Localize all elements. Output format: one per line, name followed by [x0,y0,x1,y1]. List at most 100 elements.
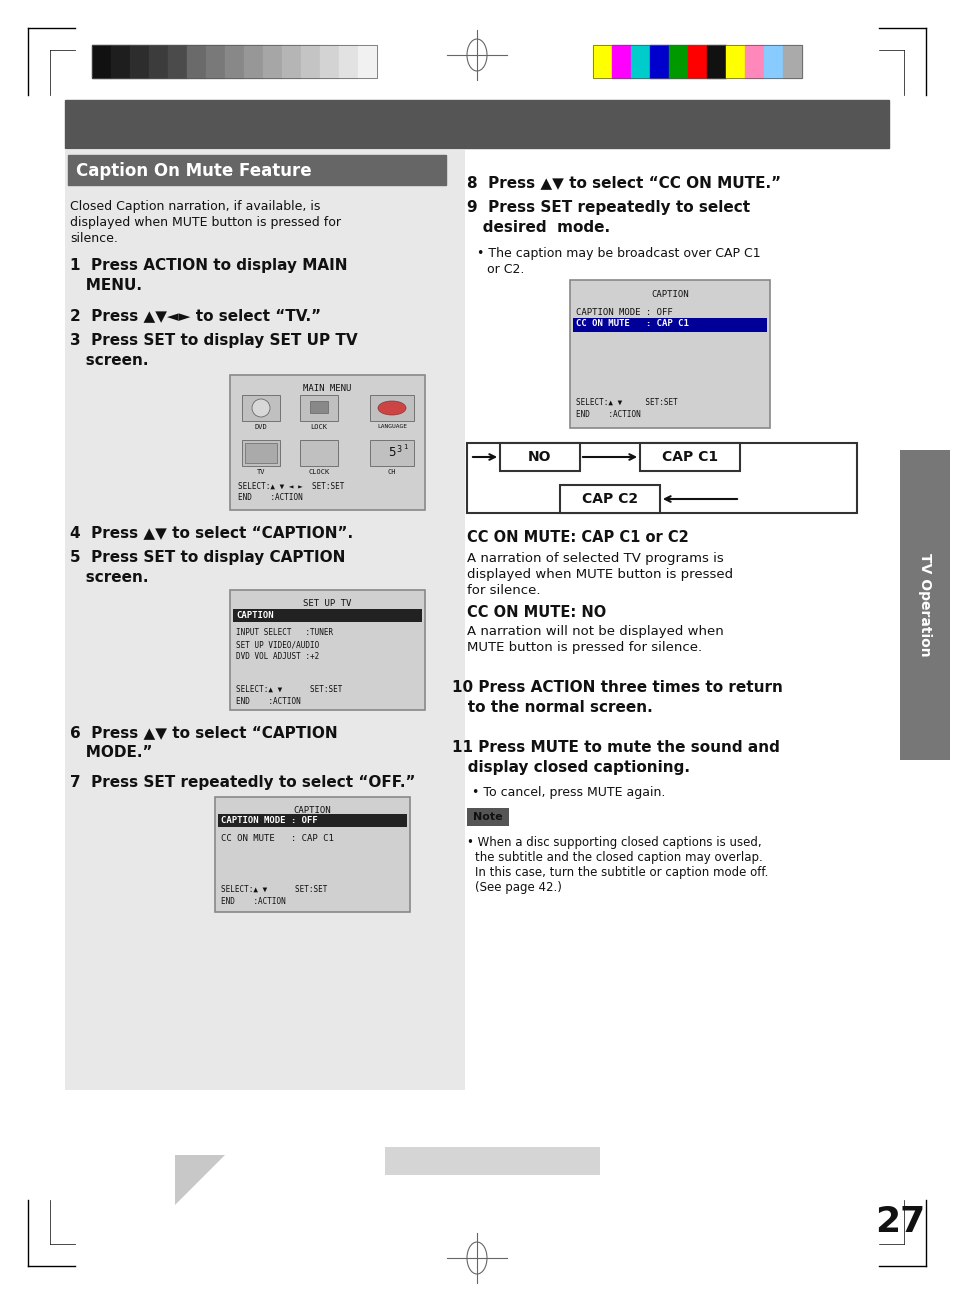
Text: MAIN MENU: MAIN MENU [303,384,352,393]
FancyBboxPatch shape [467,443,856,512]
FancyBboxPatch shape [214,797,410,912]
Text: LOCK: LOCK [310,424,327,430]
Bar [91,45,376,78]
Text: to the normal screen.: to the normal screen. [452,700,652,716]
Text: or C2.: or C2. [486,263,524,276]
Bar [370,440,414,466]
Text: MENU.: MENU. [70,278,142,292]
Text: 1: 1 [402,444,407,450]
Text: Note: Note [473,813,502,822]
Text: 3: 3 [396,445,401,454]
Text: MODE.”: MODE.” [70,745,152,760]
Text: LANGUAGE: LANGUAGE [376,424,407,430]
Bar [242,395,280,421]
Text: • To cancel, press MUTE again.: • To cancel, press MUTE again. [472,785,664,798]
Text: desired  mode.: desired mode. [467,220,610,236]
Text: • When a disc supporting closed captions is used,: • When a disc supporting closed captions… [467,836,760,849]
Bar [299,395,337,421]
Bar [301,45,319,78]
Text: A narration will not be displayed when: A narration will not be displayed when [467,625,723,638]
Text: 5: 5 [388,446,395,459]
Text: 10 Press ACTION three times to return: 10 Press ACTION three times to return [452,681,782,695]
Text: 4  Press ▲▼ to select “CAPTION”.: 4 Press ▲▼ to select “CAPTION”. [70,525,353,540]
Bar [244,45,263,78]
FancyBboxPatch shape [499,443,579,471]
Text: (See page 42.): (See page 42.) [475,881,561,894]
Bar [282,45,301,78]
Polygon shape [174,1156,225,1205]
Bar [111,45,130,78]
Bar [187,45,206,78]
Text: 27: 27 [874,1205,924,1238]
Text: CAP C1: CAP C1 [661,450,718,465]
Text: INPUT SELECT   :TUNER: INPUT SELECT :TUNER [235,628,333,637]
Bar [668,45,687,78]
Text: CC ON MUTE: CAP C1 or C2: CC ON MUTE: CAP C1 or C2 [467,531,688,545]
Bar [168,45,187,78]
Text: 6  Press ▲▼ to select “CAPTION: 6 Press ▲▼ to select “CAPTION [70,725,337,740]
Bar [68,155,446,185]
Text: DVD: DVD [254,424,267,430]
Bar [649,45,668,78]
Text: displayed when MUTE button is pressed: displayed when MUTE button is pressed [467,568,732,581]
Text: the subtitle and the closed caption may overlap.: the subtitle and the closed caption may … [475,851,762,864]
Bar [149,45,168,78]
Text: CAPTION: CAPTION [294,806,331,815]
Bar [319,45,338,78]
Bar [206,45,225,78]
Text: SELECT:▲ ▼ ◄ ►  SET:SET: SELECT:▲ ▼ ◄ ► SET:SET [237,481,344,490]
Text: • The caption may be broadcast over CAP C1: • The caption may be broadcast over CAP … [476,247,760,260]
Text: 9  Press SET repeatedly to select: 9 Press SET repeatedly to select [467,201,749,215]
Text: CH: CH [387,468,395,475]
Bar [130,45,149,78]
Bar [263,45,282,78]
Ellipse shape [377,401,406,415]
Bar [725,45,744,78]
Text: CAPTION MODE : OFF: CAPTION MODE : OFF [576,308,672,317]
Bar [357,45,376,78]
Bar [899,450,949,760]
Text: 7  Press SET repeatedly to select “OFF.”: 7 Press SET repeatedly to select “OFF.” [70,775,416,791]
Text: CAPTION MODE : OFF: CAPTION MODE : OFF [221,817,317,826]
Text: 3  Press SET to display SET UP TV: 3 Press SET to display SET UP TV [70,333,357,348]
FancyBboxPatch shape [569,280,769,428]
Bar [687,45,706,78]
Text: SELECT:▲ ▼      SET:SET: SELECT:▲ ▼ SET:SET [221,885,327,894]
Text: MUTE button is pressed for silence.: MUTE button is pressed for silence. [467,641,701,653]
Bar [245,443,276,463]
Text: screen.: screen. [70,353,149,367]
Text: DVD VOL ADJUST :+2: DVD VOL ADJUST :+2 [235,652,319,661]
Text: CAPTION: CAPTION [235,611,274,620]
Bar [218,814,407,827]
Bar [467,807,509,826]
Text: TV: TV [256,468,265,475]
FancyBboxPatch shape [230,590,424,710]
Text: END    :ACTION: END :ACTION [221,897,286,906]
Bar [573,318,766,333]
Text: SELECT:▲ ▼      SET:SET: SELECT:▲ ▼ SET:SET [235,685,342,694]
Text: display closed captioning.: display closed captioning. [452,760,689,775]
Text: displayed when MUTE button is pressed for: displayed when MUTE button is pressed fo… [70,216,340,229]
FancyBboxPatch shape [559,485,659,512]
Text: END    :ACTION: END :ACTION [235,697,300,707]
Text: NO: NO [528,450,551,465]
Bar [782,45,801,78]
Circle shape [252,399,270,417]
Text: screen.: screen. [70,569,149,585]
Bar [370,395,414,421]
Bar [763,45,782,78]
Bar [91,45,111,78]
Bar [385,1146,599,1175]
Text: CC ON MUTE   : CAP C1: CC ON MUTE : CAP C1 [576,320,688,327]
Text: CLOCK: CLOCK [308,468,330,475]
Bar [612,45,630,78]
Bar [593,45,612,78]
Text: TV Operation: TV Operation [917,554,931,657]
Text: 1  Press ACTION to display MAIN: 1 Press ACTION to display MAIN [70,258,347,273]
Bar [593,45,801,78]
FancyBboxPatch shape [230,375,424,510]
Text: A narration of selected TV programs is: A narration of selected TV programs is [467,553,723,565]
FancyBboxPatch shape [639,443,740,471]
Text: silence.: silence. [70,232,118,245]
Bar [299,440,337,466]
